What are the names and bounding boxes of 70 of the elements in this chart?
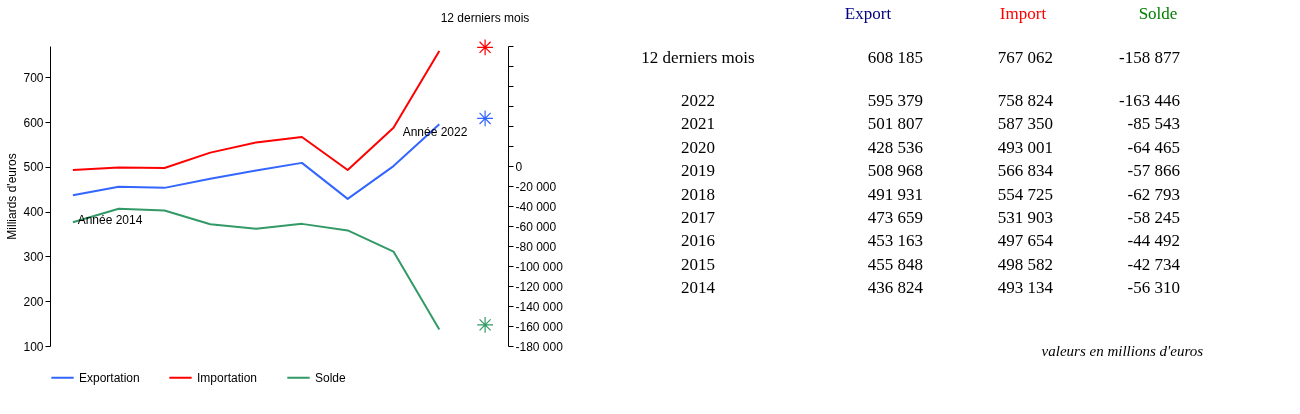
text: 587 350 bbox=[997, 114, 1053, 134]
text: 2022 bbox=[681, 91, 715, 110]
text: 436 824 bbox=[867, 278, 924, 298]
text: -44 492 bbox=[1127, 231, 1180, 251]
y-tick-label: 700 bbox=[23, 70, 44, 85]
y2-tick-label: -160 000 bbox=[515, 319, 564, 334]
text: 2019 bbox=[681, 161, 715, 181]
text: 2020 bbox=[681, 137, 715, 157]
text: -62 793 bbox=[1127, 184, 1180, 204]
y2-tick-label: -40 000 bbox=[515, 199, 557, 214]
text: 2017 bbox=[681, 208, 716, 227]
text: 508 968 bbox=[867, 161, 923, 181]
y2-tick-label: -80 000 bbox=[515, 239, 557, 254]
text: 2014 bbox=[681, 278, 716, 298]
y2-tick-label: -120 000 bbox=[515, 279, 564, 294]
legend-label: Solde bbox=[315, 370, 347, 385]
line-series bbox=[71, 50, 441, 172]
text: 493 134 bbox=[997, 278, 1054, 298]
y2-tick-label: -100 000 bbox=[515, 259, 564, 274]
y2-tick-label: 0 bbox=[515, 159, 523, 174]
annotation: Année 2014 bbox=[77, 213, 143, 227]
y-tick-label: 500 bbox=[23, 160, 44, 175]
legend-label: Exportation bbox=[79, 370, 140, 385]
y-axis-title: Milliards d'euros bbox=[5, 153, 20, 240]
text: 758 824 bbox=[997, 91, 1054, 110]
text: 12 derniers mois bbox=[641, 48, 755, 67]
text: Solde bbox=[1138, 4, 1178, 23]
text: -57 866 bbox=[1127, 161, 1180, 181]
text: 2021 bbox=[681, 114, 715, 134]
legend-label: Importation bbox=[197, 370, 258, 385]
text: 498 582 bbox=[997, 254, 1053, 274]
y-tick-label: 300 bbox=[23, 249, 44, 264]
y2-tick-label: -20 000 bbox=[515, 179, 557, 194]
text: -56 310 bbox=[1127, 278, 1180, 298]
text: -85 543 bbox=[1127, 114, 1180, 134]
text: 595 379 bbox=[867, 91, 923, 110]
text: -163 446 bbox=[1119, 91, 1180, 110]
y2-tick-label: -60 000 bbox=[515, 219, 557, 234]
text: valeurs en millions d'euros bbox=[1041, 343, 1204, 359]
text: 12 derniers mois bbox=[440, 11, 530, 25]
y-tick-label: 600 bbox=[23, 115, 44, 130]
text: 767 062 bbox=[997, 48, 1053, 67]
text: Import bbox=[999, 4, 1047, 23]
y2-tick-label: -180 000 bbox=[515, 339, 564, 354]
text: 493 001 bbox=[997, 137, 1053, 157]
text: 554 725 bbox=[997, 184, 1053, 204]
line-series bbox=[71, 207, 441, 331]
text: -64 465 bbox=[1127, 137, 1180, 157]
line-series bbox=[71, 123, 441, 200]
text: -42 734 bbox=[1127, 254, 1181, 274]
text: 2016 bbox=[681, 231, 715, 251]
text: 566 834 bbox=[997, 161, 1054, 181]
text: -158 877 bbox=[1119, 48, 1181, 67]
text: 497 654 bbox=[997, 231, 1054, 251]
y-tick-label: 400 bbox=[23, 205, 44, 220]
text: 501 807 bbox=[867, 114, 924, 134]
y-tick-label: 200 bbox=[23, 294, 44, 309]
y2-tick-label: -140 000 bbox=[515, 299, 564, 314]
text: 608 185 bbox=[867, 48, 923, 67]
text: 531 903 bbox=[997, 208, 1053, 227]
text: 455 848 bbox=[867, 254, 923, 274]
text: -58 245 bbox=[1127, 208, 1180, 227]
text: 2015 bbox=[681, 254, 715, 274]
text: 491 931 bbox=[867, 184, 923, 204]
text: 473 659 bbox=[867, 208, 923, 227]
text: 428 536 bbox=[867, 137, 923, 157]
text: 453 163 bbox=[867, 231, 923, 251]
y-tick-label: 100 bbox=[23, 339, 44, 354]
text: Export bbox=[844, 4, 892, 23]
text: 2018 bbox=[681, 184, 715, 204]
